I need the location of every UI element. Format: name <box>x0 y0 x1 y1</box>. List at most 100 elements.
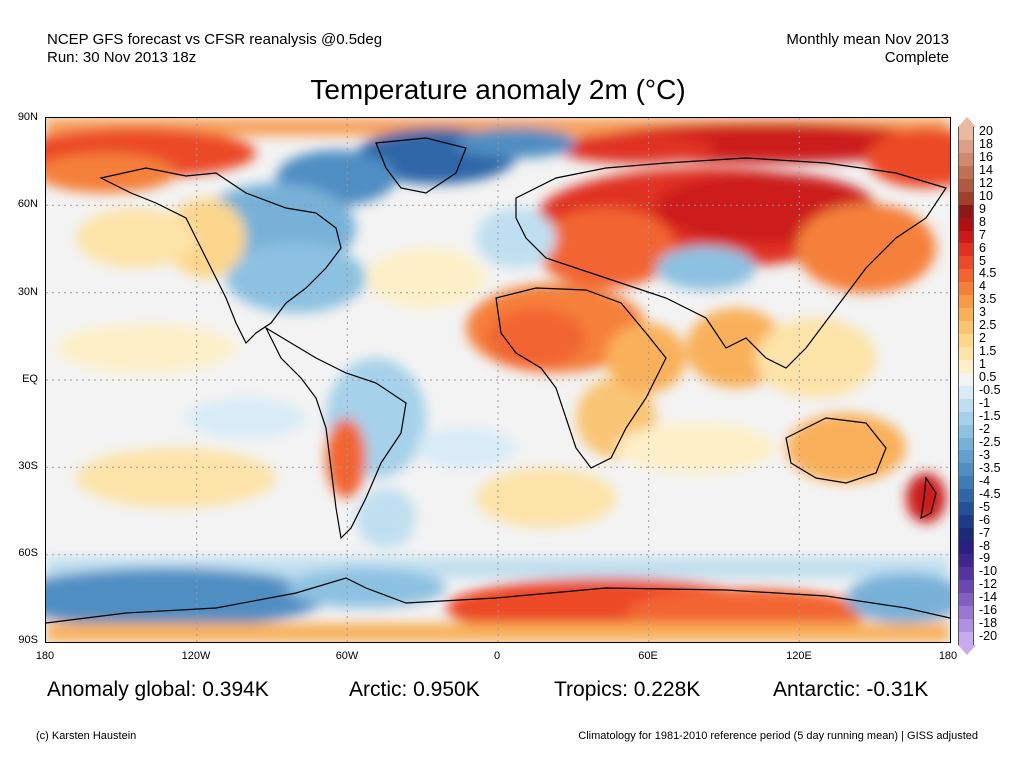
colorbar-swatch <box>958 165 974 179</box>
colorbar-swatch <box>958 295 974 309</box>
anomaly-map <box>45 117 951 643</box>
colorbar-level-label: -4.5 <box>979 486 1001 501</box>
colorbar-swatch <box>958 230 974 244</box>
colorbar-swatch <box>958 489 974 503</box>
colorbar-swatch <box>958 398 974 412</box>
colorbar-level-label: 4 <box>979 279 986 294</box>
colorbar-level-label: -9 <box>979 551 991 566</box>
colorbar-swatch <box>958 528 974 541</box>
colorbar-swatch <box>958 191 974 205</box>
colorbar-swatch <box>958 139 974 153</box>
colorbar-level-label: 4.5 <box>979 266 997 281</box>
coastlines <box>46 137 950 624</box>
colorbar-level-label: -1 <box>979 396 991 411</box>
colorbar-swatch <box>958 605 974 619</box>
colorbar-swatch <box>958 437 974 451</box>
colorbar-swatch <box>958 541 974 554</box>
lat-label-30n: 30N <box>17 286 38 298</box>
colorbar-swatch <box>958 463 974 477</box>
colorbar-level-label: -5 <box>979 499 991 514</box>
lat-label-60s: 60S <box>18 547 38 559</box>
colorbar-swatch <box>958 476 974 490</box>
colorbar-level-label: -7 <box>979 525 991 540</box>
colorbar-swatch <box>958 631 974 645</box>
map-title: Temperature anomaly 2m (°C) <box>310 74 686 105</box>
colorbar-level-label: 2 <box>979 331 986 346</box>
colorbar-level-label: -16 <box>979 603 998 618</box>
colorbar-swatch <box>958 359 974 373</box>
lon-label-60e: 60E <box>638 650 658 662</box>
colorbar-level-label: 1.5 <box>979 344 997 359</box>
lat-label-30s: 30S <box>18 460 38 472</box>
colorbar-swatch <box>958 178 974 192</box>
colorbar-level-label: 18 <box>979 136 993 151</box>
colorbar-swatch <box>958 411 974 425</box>
colorbar-swatch <box>958 553 974 567</box>
colorbar-swatch <box>958 450 974 464</box>
colorbar-level-label: -12 <box>979 577 998 592</box>
colorbar-top-arrow <box>958 117 976 127</box>
colorbar-level-label: -14 <box>979 590 998 605</box>
colorbar-level-label: -10 <box>979 564 998 579</box>
colorbar-level-label: 10 <box>979 188 993 203</box>
lon-label-60w: 60W <box>335 650 359 662</box>
colorbar-bottom-arrow <box>958 644 976 655</box>
antarctic-anomaly: Antarctic: -0.31K <box>773 678 929 701</box>
colorbar-level-label: -3 <box>979 447 991 462</box>
header-right: Monthly mean Nov 2013 Complete <box>786 31 949 67</box>
colorbar-swatch <box>958 127 974 140</box>
colorbar-swatch <box>958 618 974 632</box>
colorbar-swatch <box>958 282 974 296</box>
colorbar-level-label: -18 <box>979 616 998 631</box>
run-time: Run: 30 Nov 2013 18z <box>47 49 197 66</box>
colorbar-level-label: 0.5 <box>979 370 997 385</box>
lon-label-120e: 120E <box>786 650 812 662</box>
colorbar-level-label: -3.5 <box>979 460 1001 475</box>
colorbar-swatch <box>958 385 974 399</box>
colorbar-level-label: -6 <box>979 512 991 527</box>
colorbar-level-label: -2 <box>979 421 991 436</box>
colorbar-level-label: 8 <box>979 214 986 229</box>
colorbar-swatch <box>958 502 974 516</box>
colorbar-swatch <box>958 243 974 257</box>
colorbar-level-label: 14 <box>979 162 993 177</box>
colorbar-swatch <box>958 269 974 283</box>
lat-label-90n: 90N <box>17 111 38 123</box>
colorbar-level-label: 1 <box>979 357 986 372</box>
colorbar-swatch <box>958 321 974 334</box>
anomaly-map-canvas <box>46 118 950 642</box>
arctic-anomaly: Arctic: 0.950K <box>349 678 480 701</box>
anomaly-field <box>46 118 950 642</box>
colorbar-level-label: -4 <box>979 473 991 488</box>
colorbar-swatch <box>958 515 974 529</box>
tropics-anomaly: Tropics: 0.228K <box>554 678 701 701</box>
graticule <box>46 118 950 642</box>
colorbar-level-label: 5 <box>979 253 986 268</box>
colorbar-swatch <box>958 424 974 438</box>
period-label: Monthly mean Nov 2013 <box>786 31 949 48</box>
colorbar-level-label: 2.5 <box>979 318 997 333</box>
lat-label-90s: 90S <box>18 634 38 646</box>
colorbar-swatch <box>958 217 974 231</box>
model-description: NCEP GFS forecast vs CFSR reanalysis @0.… <box>47 31 383 48</box>
climatology-note: Climatology for 1981-2010 reference peri… <box>578 730 978 742</box>
colorbar-swatch <box>958 204 974 218</box>
copyright: (c) Karsten Haustein <box>36 730 137 742</box>
colorbar-level-label: 6 <box>979 240 986 255</box>
lat-label-eq: EQ <box>22 373 38 385</box>
colorbar-level-label: -0.5 <box>979 383 1001 398</box>
lon-label-120w: 120W <box>181 650 211 662</box>
lat-label-60n: 60N <box>17 198 38 210</box>
global-anomaly: Anomaly global: 0.394K <box>47 678 269 701</box>
status-label: Complete <box>884 49 949 66</box>
colorbar-level-label: -20 <box>979 629 998 644</box>
colorbar-swatch <box>958 579 974 593</box>
colorbar-swatch <box>958 372 974 386</box>
colorbar-level-label: 12 <box>979 175 993 190</box>
colorbar-swatch <box>958 334 974 347</box>
colorbar-level-label: 20 <box>979 124 993 138</box>
colorbar-level-label: 3 <box>979 305 986 320</box>
colorbar-level-label: 16 <box>979 149 993 164</box>
colorbar-swatch <box>958 592 974 606</box>
colorbar-swatch <box>958 566 974 580</box>
